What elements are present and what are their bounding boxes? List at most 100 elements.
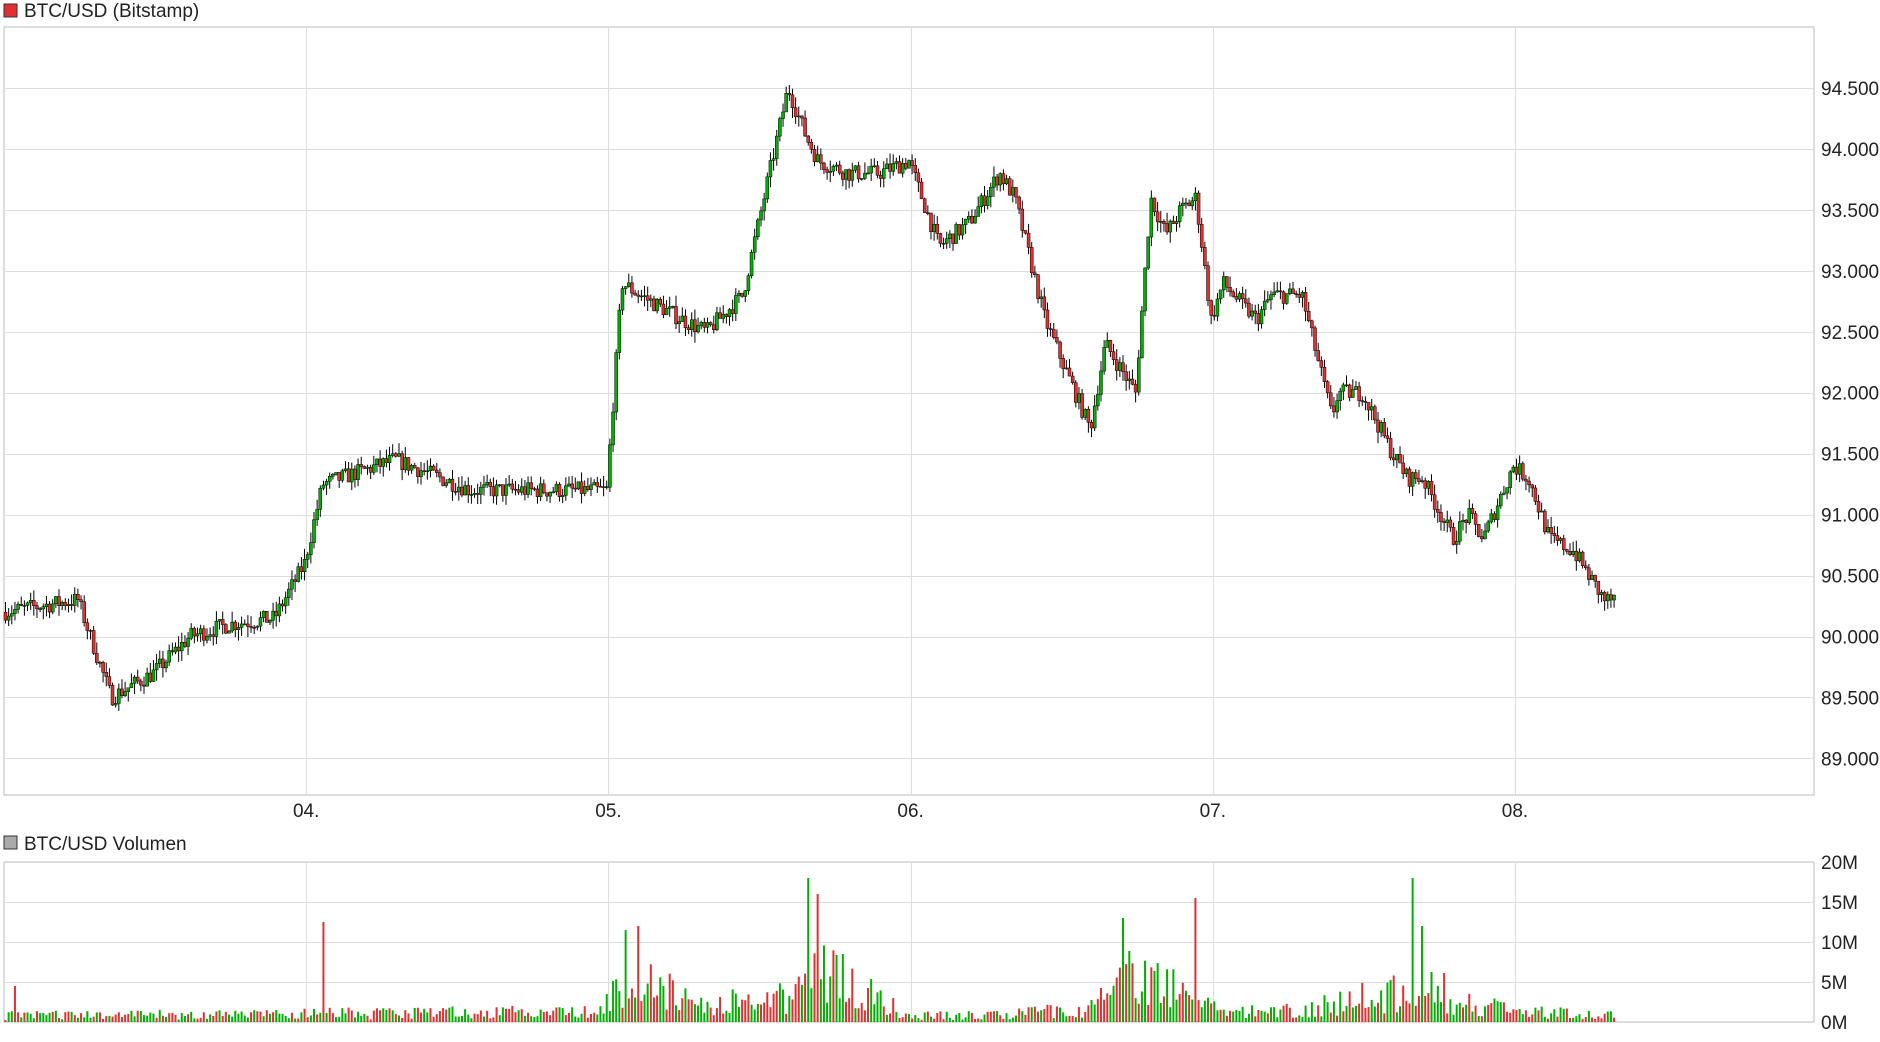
volume-bar (1169, 1007, 1172, 1022)
volume-bar (1090, 1000, 1093, 1022)
volume-bar (542, 1012, 545, 1022)
candle-body (1313, 327, 1317, 351)
candle-body (1294, 293, 1298, 295)
candle-body (1052, 329, 1056, 338)
candle-body (305, 554, 310, 560)
candle-body (1121, 362, 1125, 373)
candle-body (1341, 384, 1346, 392)
candle-body (793, 107, 798, 117)
candle-body (963, 218, 968, 225)
volume-bar (785, 1013, 788, 1022)
candle-body (1593, 575, 1597, 582)
candle-body (1451, 527, 1456, 545)
volume-bar (1310, 1002, 1313, 1022)
candle-body (1602, 592, 1607, 602)
volume-bar (1077, 1007, 1080, 1022)
volume-bar (95, 1012, 98, 1022)
candle-body (598, 485, 603, 488)
volume-bar (391, 1010, 394, 1022)
candle-body (302, 559, 307, 573)
volume-bar (942, 1019, 945, 1022)
volume-bar (826, 1002, 829, 1022)
volume-bar (183, 1016, 186, 1022)
volume-bar (1260, 1010, 1263, 1022)
candle-body (88, 630, 93, 632)
candle-body (113, 703, 118, 706)
price-y-tick-label: 91.500 (1821, 445, 1879, 466)
volume-bar (1603, 1013, 1606, 1022)
volume-bar (20, 1017, 23, 1022)
volume-bar (731, 989, 734, 1022)
candle-body (919, 181, 924, 200)
volume-bar (1087, 1005, 1090, 1022)
volume-bar (344, 1013, 347, 1022)
volume-bar (1298, 1015, 1301, 1022)
candle-body (1574, 550, 1579, 562)
candle-body (938, 233, 943, 244)
candle-body (627, 282, 631, 287)
candle-body (1325, 381, 1330, 394)
volume-bar (1046, 1004, 1049, 1022)
volume-bar (602, 1013, 605, 1022)
candle-body (922, 198, 927, 213)
volume-bar (1461, 1007, 1464, 1022)
price-grid (3, 26, 1815, 796)
candle-body (1480, 536, 1484, 540)
volume-bar (218, 1010, 221, 1022)
candle-body (768, 160, 773, 178)
candle-body (400, 453, 404, 471)
candle-body (230, 621, 234, 632)
volume-bar (42, 1013, 45, 1022)
volume-bar (234, 1010, 237, 1022)
candle-body (469, 494, 474, 496)
candle-body (812, 149, 817, 163)
volume-bar (1417, 996, 1420, 1022)
candle-body (1366, 402, 1371, 411)
price-x-tick-label: 05. (595, 801, 621, 822)
volume-bar (58, 1018, 61, 1022)
candle-body (941, 243, 946, 245)
volume-chart-title: BTC/USD Volumen (24, 834, 187, 855)
volume-bar (1014, 1015, 1017, 1022)
candle-body (466, 485, 470, 496)
price-x-axis: 04. 05. 06. 07. 08. (293, 801, 1528, 822)
candle-body (1155, 211, 1160, 223)
volume-bar (1436, 985, 1439, 1022)
price-x-tick-label: 07. (1200, 801, 1226, 822)
candle-body (1609, 594, 1613, 601)
volume-bar (656, 995, 659, 1022)
candle-body (494, 484, 499, 497)
volume-bar (1342, 1011, 1345, 1022)
volume-bar (1257, 1010, 1260, 1022)
volume-bar (933, 1018, 936, 1022)
volume-bar (460, 1015, 463, 1022)
candle-body (252, 627, 256, 629)
price-y-tick-label: 93.000 (1821, 262, 1879, 283)
candle-body (384, 458, 389, 463)
candle-body (242, 623, 247, 626)
volume-bar (848, 998, 851, 1022)
candle-body (340, 470, 345, 481)
candle-body (1549, 527, 1553, 534)
volume-bar (1320, 1016, 1323, 1022)
candle-body (353, 468, 357, 480)
candle-body (488, 481, 493, 487)
volume-bar (290, 1012, 293, 1022)
candle-body (60, 601, 64, 606)
volume-bar (1125, 964, 1128, 1022)
candle-body (774, 135, 779, 159)
candle-body (573, 487, 578, 490)
price-y-axis: 89.000 89.500 90.000 90.500 91.000 91.500 92.0… (1821, 79, 1879, 770)
candle-body (985, 196, 990, 206)
candle-body (265, 610, 269, 623)
volume-bar (1524, 1010, 1527, 1022)
candle-body (16, 603, 20, 610)
volume-bar (892, 998, 895, 1022)
candle-body (1316, 350, 1320, 361)
candle-body (167, 650, 171, 663)
volume-bar (363, 1013, 366, 1022)
candle-body (1322, 366, 1327, 382)
candle-body (1476, 524, 1481, 537)
volume-bar (228, 1014, 231, 1022)
candle-body (664, 308, 669, 316)
